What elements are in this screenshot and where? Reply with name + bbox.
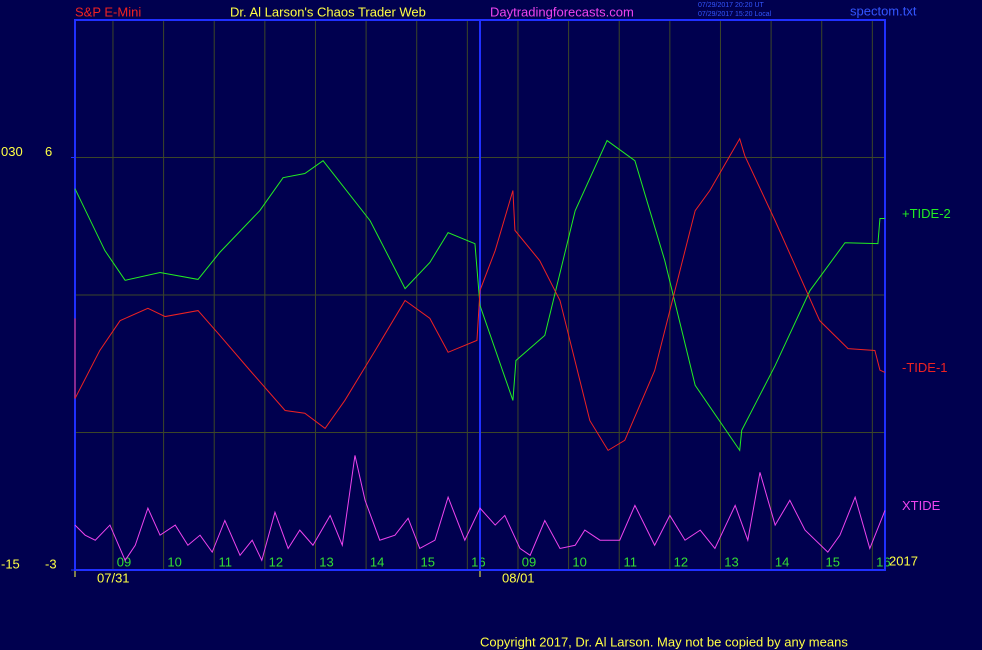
y-tick-label: 6 [45, 144, 52, 159]
x-tick-label: 11 [218, 554, 232, 569]
x-tick-label: 14 [370, 554, 384, 569]
y2-tick-label: -15 [1, 556, 20, 571]
x-tick-label: 10 [167, 554, 181, 569]
plot-border [74, 19, 886, 571]
date-label: 07/31 [97, 570, 130, 585]
x-tick-label: 16 [471, 554, 485, 569]
timestamp: 07/29/2017 20:20 UT [698, 2, 764, 9]
copyright: Copyright 2017, Dr. Al Larson. May not b… [480, 634, 848, 649]
series-line [74, 139, 885, 452]
legend-label: -TIDE-1 [902, 360, 948, 375]
symbol: S&P E-Mini [75, 4, 141, 19]
legend-label: XTIDE [902, 498, 941, 513]
chart-title: Dr. Al Larson's Chaos Trader Web [230, 4, 426, 19]
x-tick-label: 12 [674, 554, 688, 569]
timestamp: 07/29/2017 15:20 Local [698, 11, 772, 18]
series-line [74, 455, 886, 562]
y2-tick-label: 030 [1, 144, 23, 159]
site: Daytradingforecasts.com [490, 4, 634, 19]
x-tick-label: 13 [319, 554, 333, 569]
x-tick-label: 16 [876, 554, 890, 569]
x-tick-label: 13 [724, 554, 738, 569]
x-tick-label: 15 [825, 554, 839, 569]
x-tick-label: 10 [572, 554, 586, 569]
x-tick-label: 14 [775, 554, 789, 569]
x-tick-label: 09 [522, 554, 536, 569]
y-tick-label: -3 [45, 556, 57, 571]
legend-label: +TIDE-2 [902, 206, 951, 221]
x-tick-label: 09 [117, 554, 131, 569]
x-tick-label: 12 [269, 554, 283, 569]
file-name: spectom.txt [850, 3, 917, 18]
x-tick-label: 11 [623, 554, 637, 569]
series-line [74, 137, 886, 452]
year-label: 2017 [889, 553, 918, 568]
date-label: 08/01 [502, 570, 535, 585]
x-tick-label: 15 [420, 554, 434, 569]
